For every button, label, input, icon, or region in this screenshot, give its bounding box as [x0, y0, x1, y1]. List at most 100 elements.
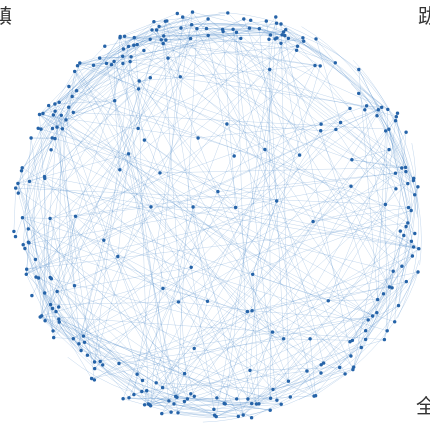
- graph-node: [406, 221, 410, 225]
- graph-edge: [58, 20, 168, 308]
- graph-edge: [250, 20, 321, 67]
- graph-edge: [285, 29, 336, 63]
- graph-node: [268, 408, 272, 412]
- graph-edge: [74, 71, 139, 129]
- graph-edge: [54, 138, 419, 249]
- graph-node: [101, 363, 105, 367]
- graph-edge: [29, 181, 394, 272]
- graph-edge: [249, 23, 277, 371]
- graph-edge: [62, 50, 145, 129]
- graph-node: [279, 41, 283, 45]
- graph-node: [92, 378, 97, 382]
- graph-edge: [68, 44, 138, 108]
- graph-edge: [42, 37, 135, 114]
- graph-node: [394, 187, 398, 191]
- graph-edge: [328, 281, 407, 302]
- graph-node: [223, 402, 227, 406]
- graph-edge: [299, 273, 418, 400]
- graph-node: [220, 27, 225, 32]
- graph-edge: [24, 248, 178, 398]
- graph-node: [112, 59, 116, 64]
- graph-node: [154, 381, 158, 385]
- graph-edge: [352, 255, 413, 341]
- edge-layer: [13, 11, 422, 423]
- graph-edge: [50, 304, 130, 398]
- graph-node: [313, 394, 318, 398]
- graph-edge: [299, 108, 351, 156]
- graph-node: [57, 317, 61, 321]
- graph-edge: [22, 20, 251, 218]
- graph-node: [350, 158, 354, 162]
- graph-edge: [252, 286, 390, 311]
- graph-edge: [94, 363, 120, 381]
- graph-edge: [163, 43, 397, 189]
- graph-node: [14, 186, 18, 190]
- graph-edge: [137, 29, 157, 45]
- graph-edge: [163, 35, 208, 302]
- graph-edge: [17, 183, 52, 279]
- graph-node: [297, 153, 302, 157]
- graph-node: [205, 299, 210, 303]
- graph-edge: [320, 129, 336, 131]
- graph-edge: [266, 21, 270, 40]
- graph-edge: [93, 65, 419, 249]
- graph-edge: [381, 107, 403, 169]
- graph-node: [410, 254, 415, 258]
- graph-edge: [192, 11, 283, 36]
- graph-edge: [411, 186, 419, 242]
- graph-edge: [351, 149, 390, 160]
- graph-edge: [50, 171, 406, 219]
- graph-node: [234, 30, 239, 34]
- graph-edge: [49, 218, 80, 344]
- graph-edge: [351, 159, 402, 169]
- graph-edge: [161, 403, 175, 414]
- graph-node: [126, 152, 131, 156]
- graph-edge: [222, 29, 337, 130]
- graph-edge: [383, 271, 394, 294]
- graph-node: [376, 108, 380, 112]
- graph-edge: [225, 403, 271, 411]
- graph-node: [350, 338, 355, 343]
- graph-node: [393, 171, 398, 175]
- graph-edge: [27, 72, 95, 336]
- graph-node: [142, 48, 146, 53]
- graph-edge: [38, 277, 42, 316]
- graph-edge: [26, 274, 59, 308]
- graph-edge: [114, 18, 209, 101]
- graph-edge: [177, 412, 215, 416]
- graph-node: [161, 286, 165, 291]
- graph-node: [280, 33, 284, 37]
- graph-edge: [17, 183, 419, 249]
- graph-edge: [40, 316, 282, 405]
- graph-node: [326, 299, 330, 303]
- graph-edge: [365, 281, 407, 340]
- graph-node: [366, 318, 370, 322]
- graph-node: [92, 360, 97, 364]
- graph-edge: [249, 370, 257, 405]
- graph-edge: [161, 398, 237, 414]
- graph-edge: [119, 37, 124, 50]
- graph-node: [216, 189, 220, 194]
- graph-edge: [80, 128, 139, 351]
- graph-edge: [50, 301, 179, 305]
- graph-edge: [290, 287, 393, 398]
- graph-edge: [173, 403, 215, 416]
- graph-node: [81, 334, 86, 338]
- graph-edge: [372, 281, 407, 317]
- graph-node: [150, 28, 154, 32]
- graph-edge: [73, 186, 352, 339]
- graph-node: [275, 398, 279, 402]
- graph-edge: [62, 128, 75, 286]
- graph-edge: [22, 217, 54, 331]
- graph-node: [78, 61, 82, 65]
- graph-edge: [26, 183, 408, 270]
- graph-node: [195, 27, 199, 31]
- graph-node: [59, 113, 63, 118]
- graph-edge: [191, 23, 282, 25]
- graph-node: [24, 272, 28, 276]
- graph-edge: [358, 69, 378, 300]
- graph-edge: [51, 18, 209, 279]
- graph-node: [387, 147, 391, 152]
- graph-node: [49, 277, 54, 281]
- graph-edge: [236, 32, 324, 364]
